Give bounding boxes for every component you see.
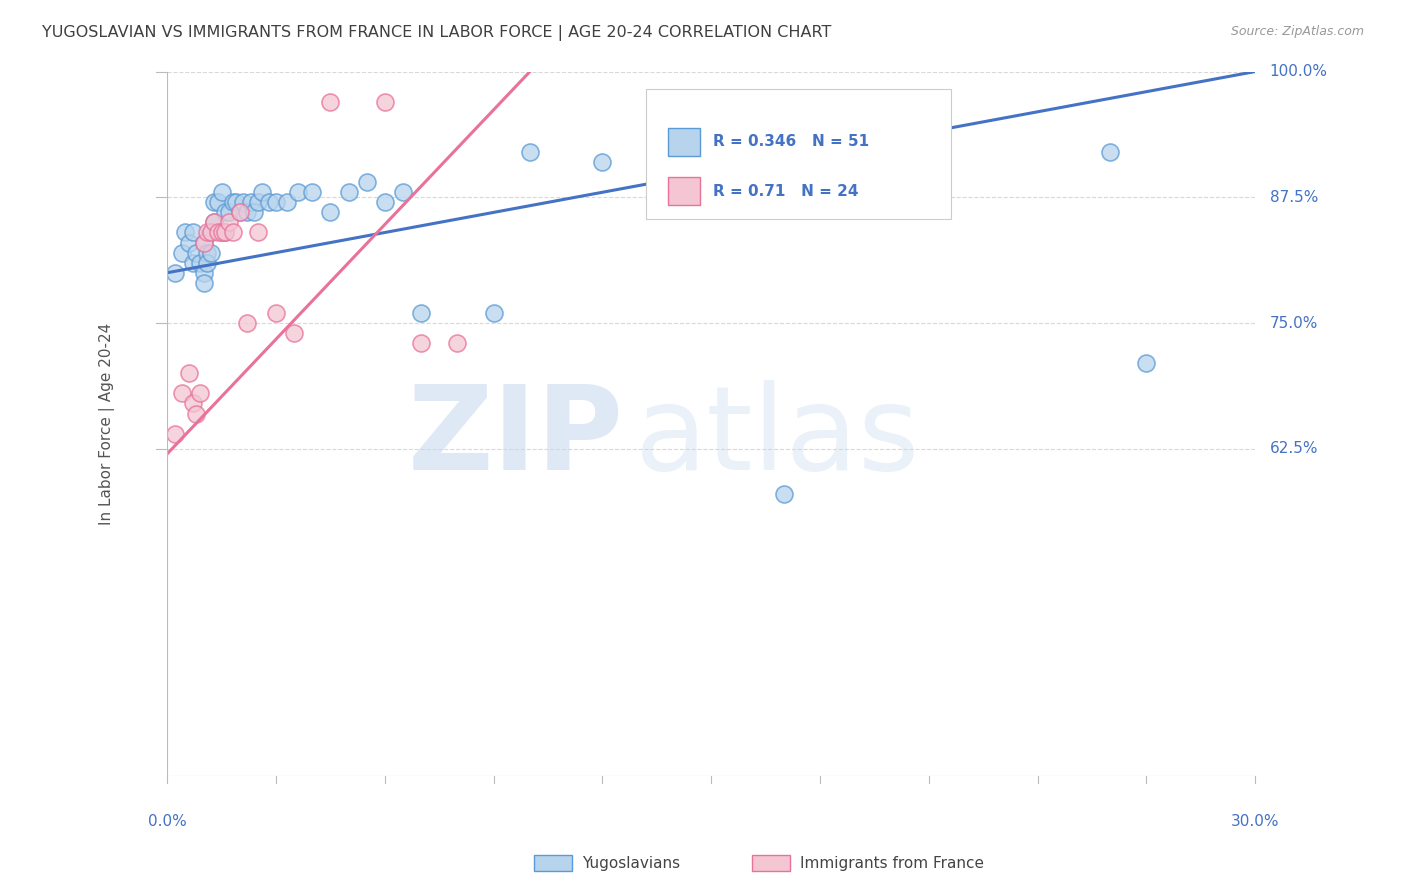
Point [218,205,240,219]
Point [229,205,252,219]
FancyBboxPatch shape [645,89,950,219]
Text: 0.0%: 0.0% [148,814,187,829]
Point [283,326,305,340]
Point [1099,145,1122,159]
Point [193,235,215,250]
Text: 87.5%: 87.5% [1270,190,1317,205]
Point [204,215,226,229]
Point [193,235,215,250]
Point [229,205,252,219]
Text: R = 0.346   N = 51: R = 0.346 N = 51 [713,135,869,150]
Text: 62.5%: 62.5% [1270,442,1319,456]
Point [772,487,794,501]
Point [170,245,193,260]
Point [246,226,269,240]
Point [214,226,236,240]
Point [221,226,243,240]
Point [301,186,323,200]
Point [519,145,541,159]
Point [257,195,280,210]
Point [186,245,208,260]
Point [243,205,266,219]
Text: Yugoslavians: Yugoslavians [582,856,681,871]
Text: Source: ZipAtlas.com: Source: ZipAtlas.com [1230,25,1364,38]
Point [239,195,262,210]
Point [232,195,254,210]
Point [356,175,378,189]
Point [200,245,222,260]
Point [374,195,396,210]
Text: 75.0%: 75.0% [1270,316,1317,331]
Point [287,186,309,200]
Text: In Labor Force | Age 20-24: In Labor Force | Age 20-24 [100,323,115,524]
Point [188,255,211,269]
Point [214,226,236,240]
Point [1135,356,1157,370]
Point [225,195,247,210]
FancyBboxPatch shape [668,178,700,205]
Point [181,396,204,410]
Point [177,367,200,381]
Point [374,95,396,109]
Point [276,195,298,210]
Point [195,255,218,269]
Text: YUGOSLAVIAN VS IMMIGRANTS FROM FRANCE IN LABOR FORCE | AGE 20-24 CORRELATION CHA: YUGOSLAVIAN VS IMMIGRANTS FROM FRANCE IN… [42,25,831,41]
Point [207,226,229,240]
Point [211,186,233,200]
Point [591,155,613,169]
Point [411,306,433,320]
Point [337,186,360,200]
Point [193,276,215,290]
Point [195,226,218,240]
Text: Immigrants from France: Immigrants from France [800,856,984,871]
Point [236,205,259,219]
Point [204,215,226,229]
Point [181,226,204,240]
Point [264,195,287,210]
Point [195,245,218,260]
Point [218,215,240,229]
Point [207,195,229,210]
Text: ZIP: ZIP [408,380,624,495]
Point [177,235,200,250]
Point [319,95,342,109]
Point [163,266,186,280]
Point [181,255,204,269]
Point [211,226,233,240]
Point [214,205,236,219]
Point [211,226,233,240]
Point [236,316,259,330]
Text: atlas: atlas [636,380,921,495]
Point [221,195,243,210]
FancyBboxPatch shape [668,128,700,156]
Point [174,226,197,240]
Point [170,386,193,401]
Point [188,386,211,401]
Point [186,407,208,421]
Point [163,426,186,441]
Text: 100.0%: 100.0% [1270,64,1327,79]
Point [319,205,342,219]
Text: 30.0%: 30.0% [1230,814,1279,829]
Point [200,226,222,240]
Point [246,195,269,210]
Point [200,226,222,240]
Point [264,306,287,320]
Point [411,336,433,351]
Text: R = 0.71   N = 24: R = 0.71 N = 24 [713,184,859,199]
Point [204,195,226,210]
Point [446,336,468,351]
Point [250,186,273,200]
Point [482,306,505,320]
Point [392,186,415,200]
Point [193,266,215,280]
Point [882,155,904,169]
Point [700,186,723,200]
